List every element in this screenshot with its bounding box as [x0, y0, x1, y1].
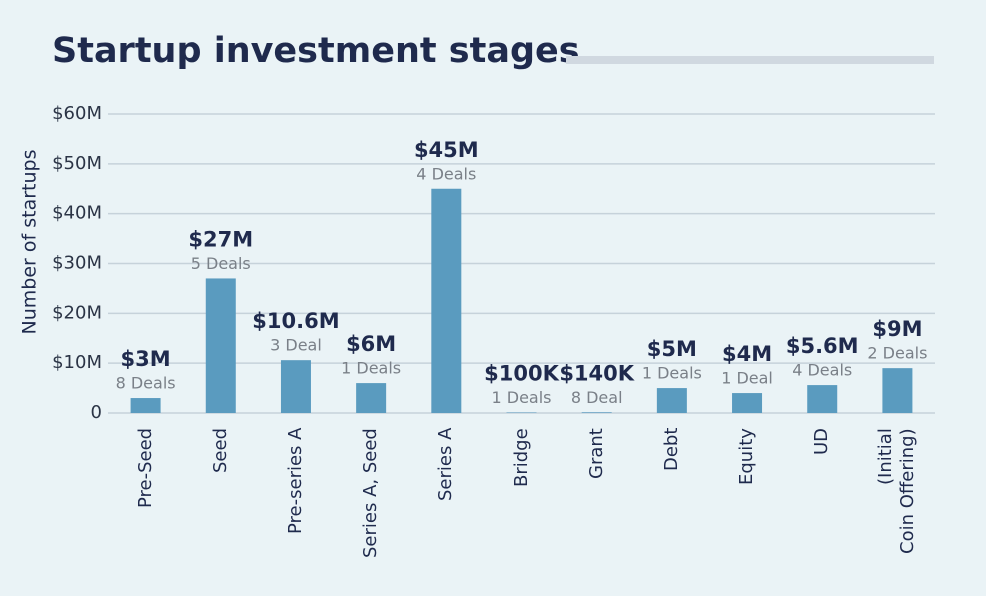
title-rule: [566, 56, 934, 64]
y-tick-label: $50M: [52, 153, 102, 174]
bar: [431, 188, 462, 413]
value-label: $10.6M: [252, 309, 339, 333]
deal-label: 3 Deal: [270, 336, 322, 355]
y-tick-label: $40M: [52, 203, 102, 224]
deal-label: 1 Deals: [642, 364, 702, 383]
bar: [130, 398, 161, 413]
x-tick-label: (Initial Coin Offering): [875, 428, 919, 554]
bar: [280, 360, 311, 413]
x-tick-label: Seed: [209, 428, 231, 473]
value-label: $45M: [414, 138, 479, 162]
x-tick-label: Grant: [585, 428, 607, 479]
y-tick-label: $10M: [52, 352, 102, 373]
x-tick-label: Series A, Seed: [360, 428, 382, 558]
deal-label: 5 Deals: [191, 254, 251, 273]
chart-title: Startup investment stages: [52, 31, 580, 71]
bar: [656, 388, 687, 413]
deal-label: 8 Deals: [116, 374, 176, 393]
deal-label: 4 Deals: [792, 361, 852, 380]
deal-label: 4 Deals: [416, 164, 476, 183]
x-tick-label: Bridge: [510, 428, 532, 487]
deal-label: 1 Deals: [341, 359, 401, 378]
y-tick-label: $60M: [52, 103, 102, 124]
value-label: $5M: [647, 337, 697, 361]
value-label: $27M: [188, 227, 253, 251]
value-label: $6M: [346, 332, 396, 356]
bar: [356, 383, 387, 413]
deal-label: 2 Deals: [867, 344, 927, 363]
value-label: $100K: [484, 362, 559, 386]
value-label: $9M: [872, 317, 922, 341]
x-tick-label: Debt: [660, 428, 682, 472]
x-tick-label: Equity: [736, 428, 758, 485]
y-tick-label: $20M: [52, 302, 102, 323]
bar: [882, 368, 913, 413]
bar: [732, 393, 763, 413]
x-tick-label: Pre-Seed: [134, 428, 156, 509]
value-label: $140K: [559, 361, 634, 385]
deal-label: 8 Deal: [571, 388, 623, 407]
value-label: $4M: [722, 342, 772, 366]
bar: [807, 385, 838, 413]
y-tick-label: $30M: [52, 253, 102, 274]
value-label: $5.6M: [786, 334, 859, 358]
x-tick-label: Series A: [435, 428, 457, 502]
y-axis-title: Number of startups: [19, 150, 41, 335]
bar: [581, 412, 612, 413]
deal-label: 1 Deal: [721, 369, 773, 388]
x-tick-label: UD: [811, 428, 833, 456]
value-label: $3M: [121, 347, 171, 371]
bar: [205, 278, 236, 413]
x-tick-label: Pre-series A: [284, 428, 306, 535]
y-tick-label: 0: [91, 402, 102, 423]
deal-label: 1 Deals: [491, 388, 551, 407]
